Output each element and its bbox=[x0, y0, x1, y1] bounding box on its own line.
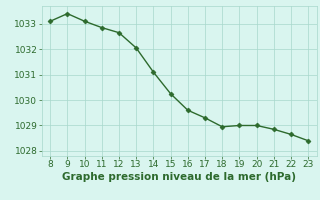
X-axis label: Graphe pression niveau de la mer (hPa): Graphe pression niveau de la mer (hPa) bbox=[62, 172, 296, 182]
